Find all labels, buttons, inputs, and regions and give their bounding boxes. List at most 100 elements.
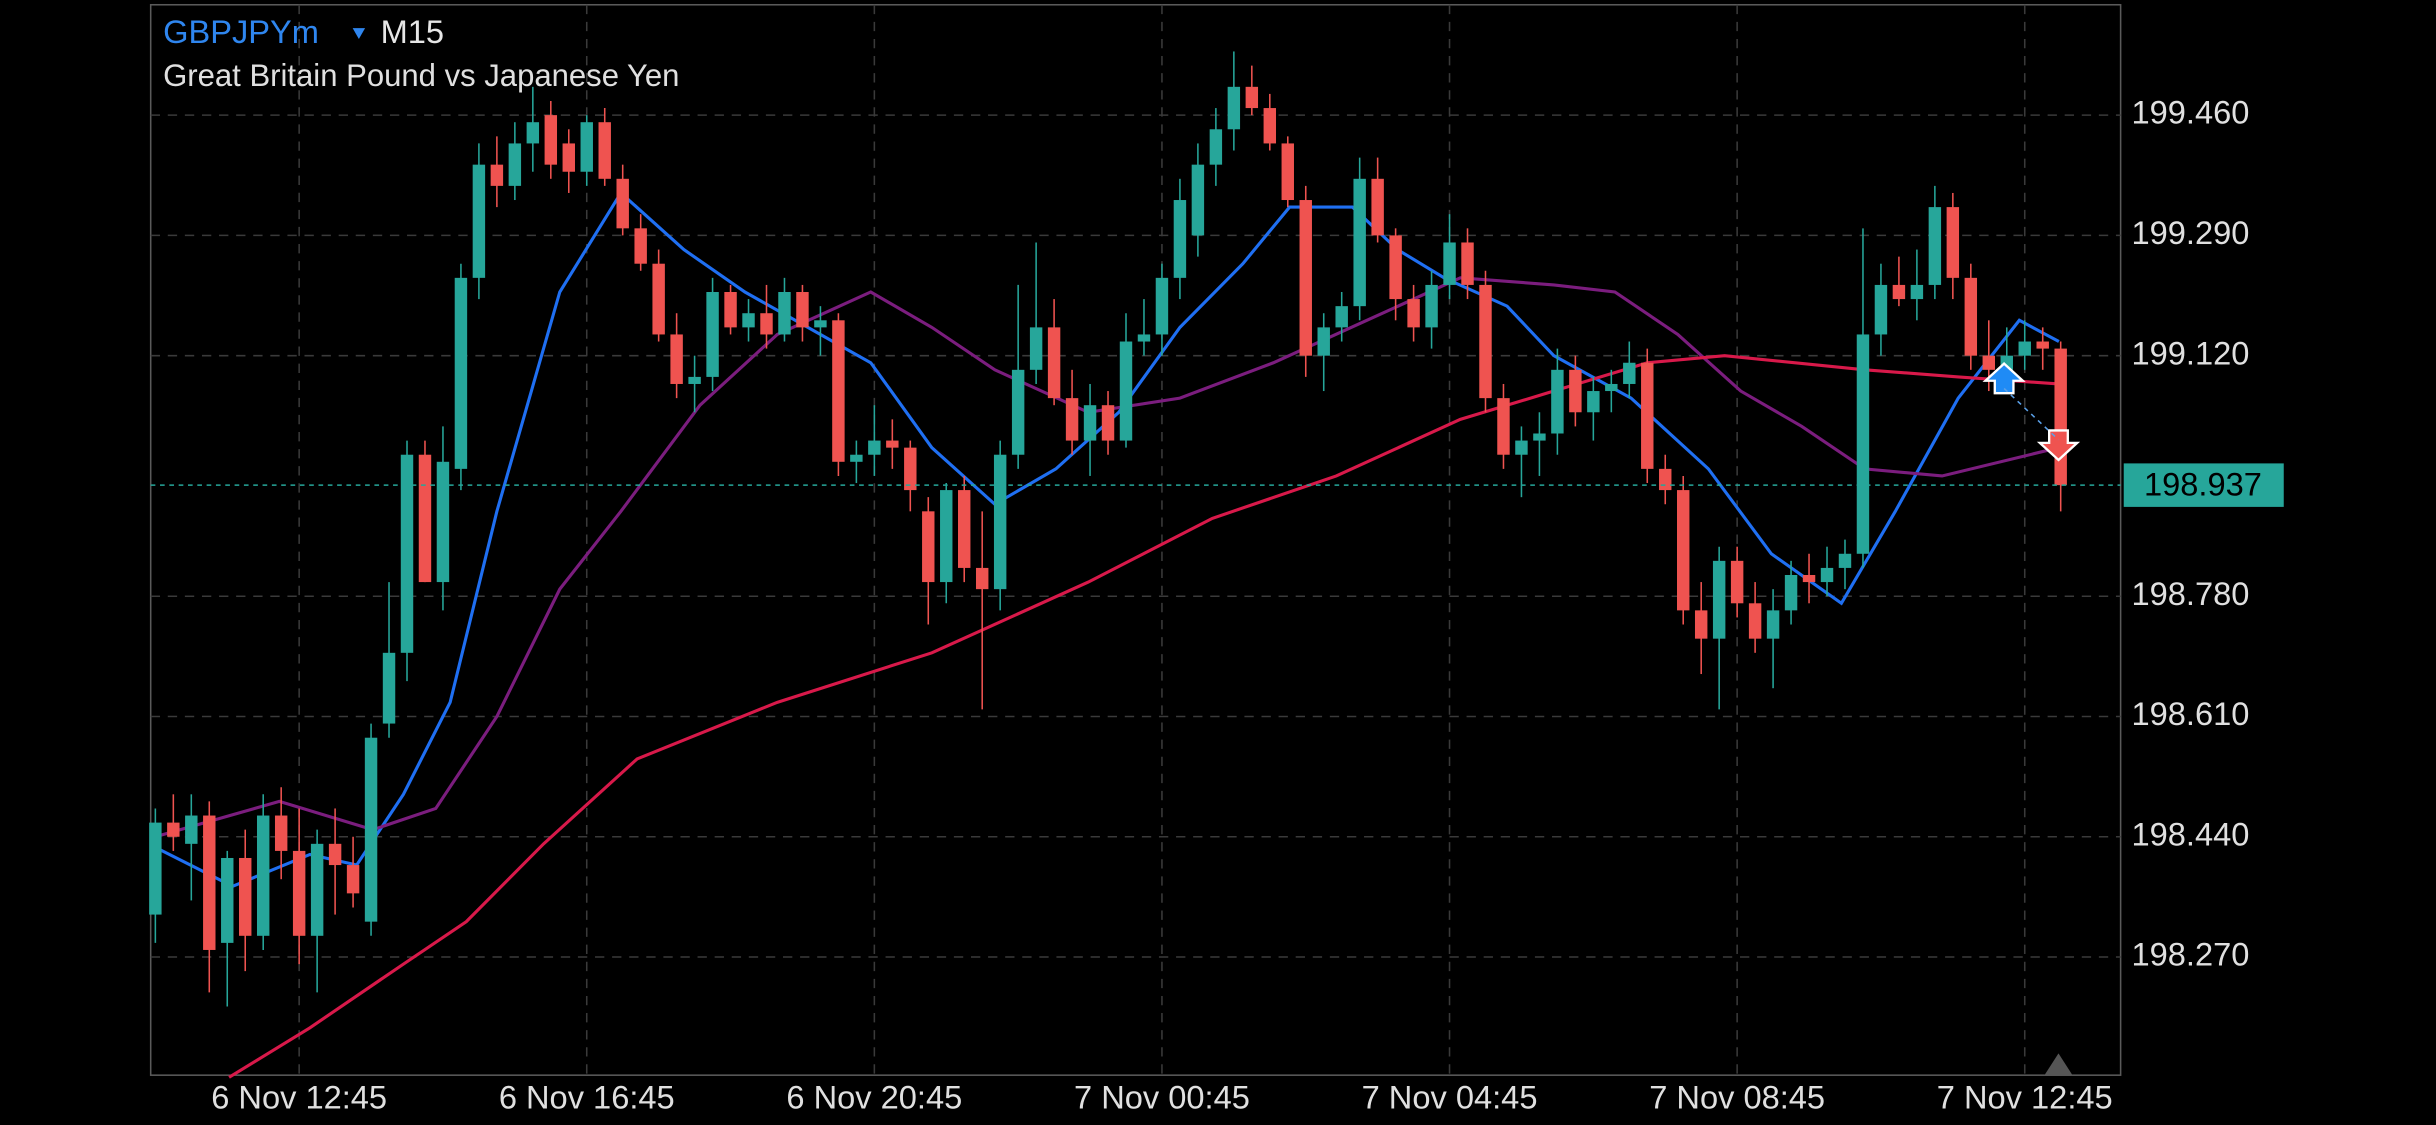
candle-body xyxy=(1119,341,1133,441)
candle-body xyxy=(1047,327,1061,399)
candle-body xyxy=(1173,200,1187,278)
candle-body xyxy=(1443,242,1456,285)
candle-body xyxy=(1281,143,1294,201)
candle-body xyxy=(850,454,863,462)
candle-body xyxy=(274,815,288,851)
candle-body xyxy=(634,228,647,264)
candle-body xyxy=(706,292,719,377)
candle-body xyxy=(1407,299,1420,328)
candle-body xyxy=(2018,341,2031,356)
candle-body xyxy=(688,376,701,384)
x-tick-label: 7 Nov 00:45 xyxy=(1074,1079,1250,1116)
trade-link xyxy=(2003,387,2060,441)
candle-body xyxy=(472,164,486,278)
scroll-marker[interactable] xyxy=(2044,1053,2073,1076)
candle-body xyxy=(1910,284,1924,300)
candle-body xyxy=(346,865,360,894)
candle-body xyxy=(922,511,935,583)
candle-body xyxy=(1479,284,1492,399)
moving-average xyxy=(154,190,2060,888)
candle-body xyxy=(1137,334,1151,342)
candle-body xyxy=(508,143,522,186)
candle-body xyxy=(670,334,683,384)
candle-body xyxy=(1677,490,1690,611)
symbol-dropdown-icon[interactable] xyxy=(352,28,366,39)
last-price-label: 198.937 xyxy=(2144,465,2262,502)
candle-body xyxy=(1694,610,1708,639)
candle-body xyxy=(1551,369,1564,434)
candle-body xyxy=(940,490,953,583)
candle-body xyxy=(1605,383,1618,392)
moving-average xyxy=(228,354,2059,1079)
candle-body xyxy=(310,843,324,936)
y-tick-label: 198.270 xyxy=(2131,936,2249,973)
candle-body xyxy=(328,843,342,866)
symbol[interactable]: GBPJPYm xyxy=(163,13,319,50)
candle-body xyxy=(904,447,917,491)
candle-body xyxy=(256,815,270,936)
candle-body xyxy=(1874,284,1888,335)
candle-body xyxy=(1587,391,1600,413)
candle-body xyxy=(1982,355,1996,370)
candle-body xyxy=(1245,86,1259,109)
candle-body xyxy=(1263,108,1277,144)
candle-body xyxy=(598,122,611,179)
candle-body xyxy=(1389,235,1402,300)
candle-body xyxy=(1029,327,1043,370)
candle-body xyxy=(1946,207,1960,278)
candle-body xyxy=(1802,574,1816,583)
candle-body xyxy=(203,815,216,950)
candle-body xyxy=(1623,362,1636,384)
candle-body xyxy=(239,857,252,936)
candle-body xyxy=(1569,369,1582,413)
grid xyxy=(150,4,2121,1076)
candle-body xyxy=(832,320,845,462)
candle-body xyxy=(814,320,827,328)
candle-body xyxy=(1659,468,1672,491)
candle-body xyxy=(616,178,629,229)
candle-body xyxy=(1425,284,1438,328)
candle-body xyxy=(868,440,881,455)
candle-body xyxy=(1892,284,1906,300)
candle-body xyxy=(1065,398,1079,441)
y-tick-label: 198.780 xyxy=(2131,575,2249,612)
candle-body xyxy=(185,815,198,844)
candle-body xyxy=(1101,405,1115,441)
candle-body xyxy=(724,292,737,328)
candle-body xyxy=(796,292,809,328)
candle-body xyxy=(526,122,540,144)
candle-body xyxy=(1497,398,1510,455)
candle-body xyxy=(760,313,773,335)
y-tick-label: 198.610 xyxy=(2131,695,2249,732)
candle-body xyxy=(221,857,234,943)
candle-body xyxy=(1641,362,1654,469)
last-price-box xyxy=(2123,463,2284,507)
candle-body xyxy=(1730,560,1744,604)
candle-body xyxy=(292,850,306,936)
candle-body xyxy=(778,292,791,335)
sell-arrow xyxy=(2036,429,2081,462)
candle-body xyxy=(149,822,162,915)
candle-body xyxy=(958,490,971,568)
y-tick-label: 199.290 xyxy=(2131,214,2249,251)
candle-body xyxy=(1712,560,1726,639)
candle-body xyxy=(490,164,504,186)
timeframe[interactable]: M15 xyxy=(381,13,444,50)
candle-body xyxy=(436,461,450,583)
y-tick-label: 199.120 xyxy=(2131,334,2249,371)
candle-body xyxy=(1820,567,1834,583)
candle-body xyxy=(544,115,558,165)
candle-body xyxy=(1209,129,1223,165)
candle-body xyxy=(1011,369,1025,455)
candle-body xyxy=(993,454,1007,590)
candle-body xyxy=(1371,178,1384,236)
candle-body xyxy=(886,440,899,448)
x-tick-label: 6 Nov 20:45 xyxy=(786,1079,962,1116)
candle-body xyxy=(580,122,593,172)
candle-body xyxy=(1766,610,1780,639)
candle-body xyxy=(400,454,414,653)
x-tick-label: 7 Nov 04:45 xyxy=(1362,1079,1538,1116)
candle-body xyxy=(1533,433,1546,441)
candle-body xyxy=(1964,277,1978,356)
